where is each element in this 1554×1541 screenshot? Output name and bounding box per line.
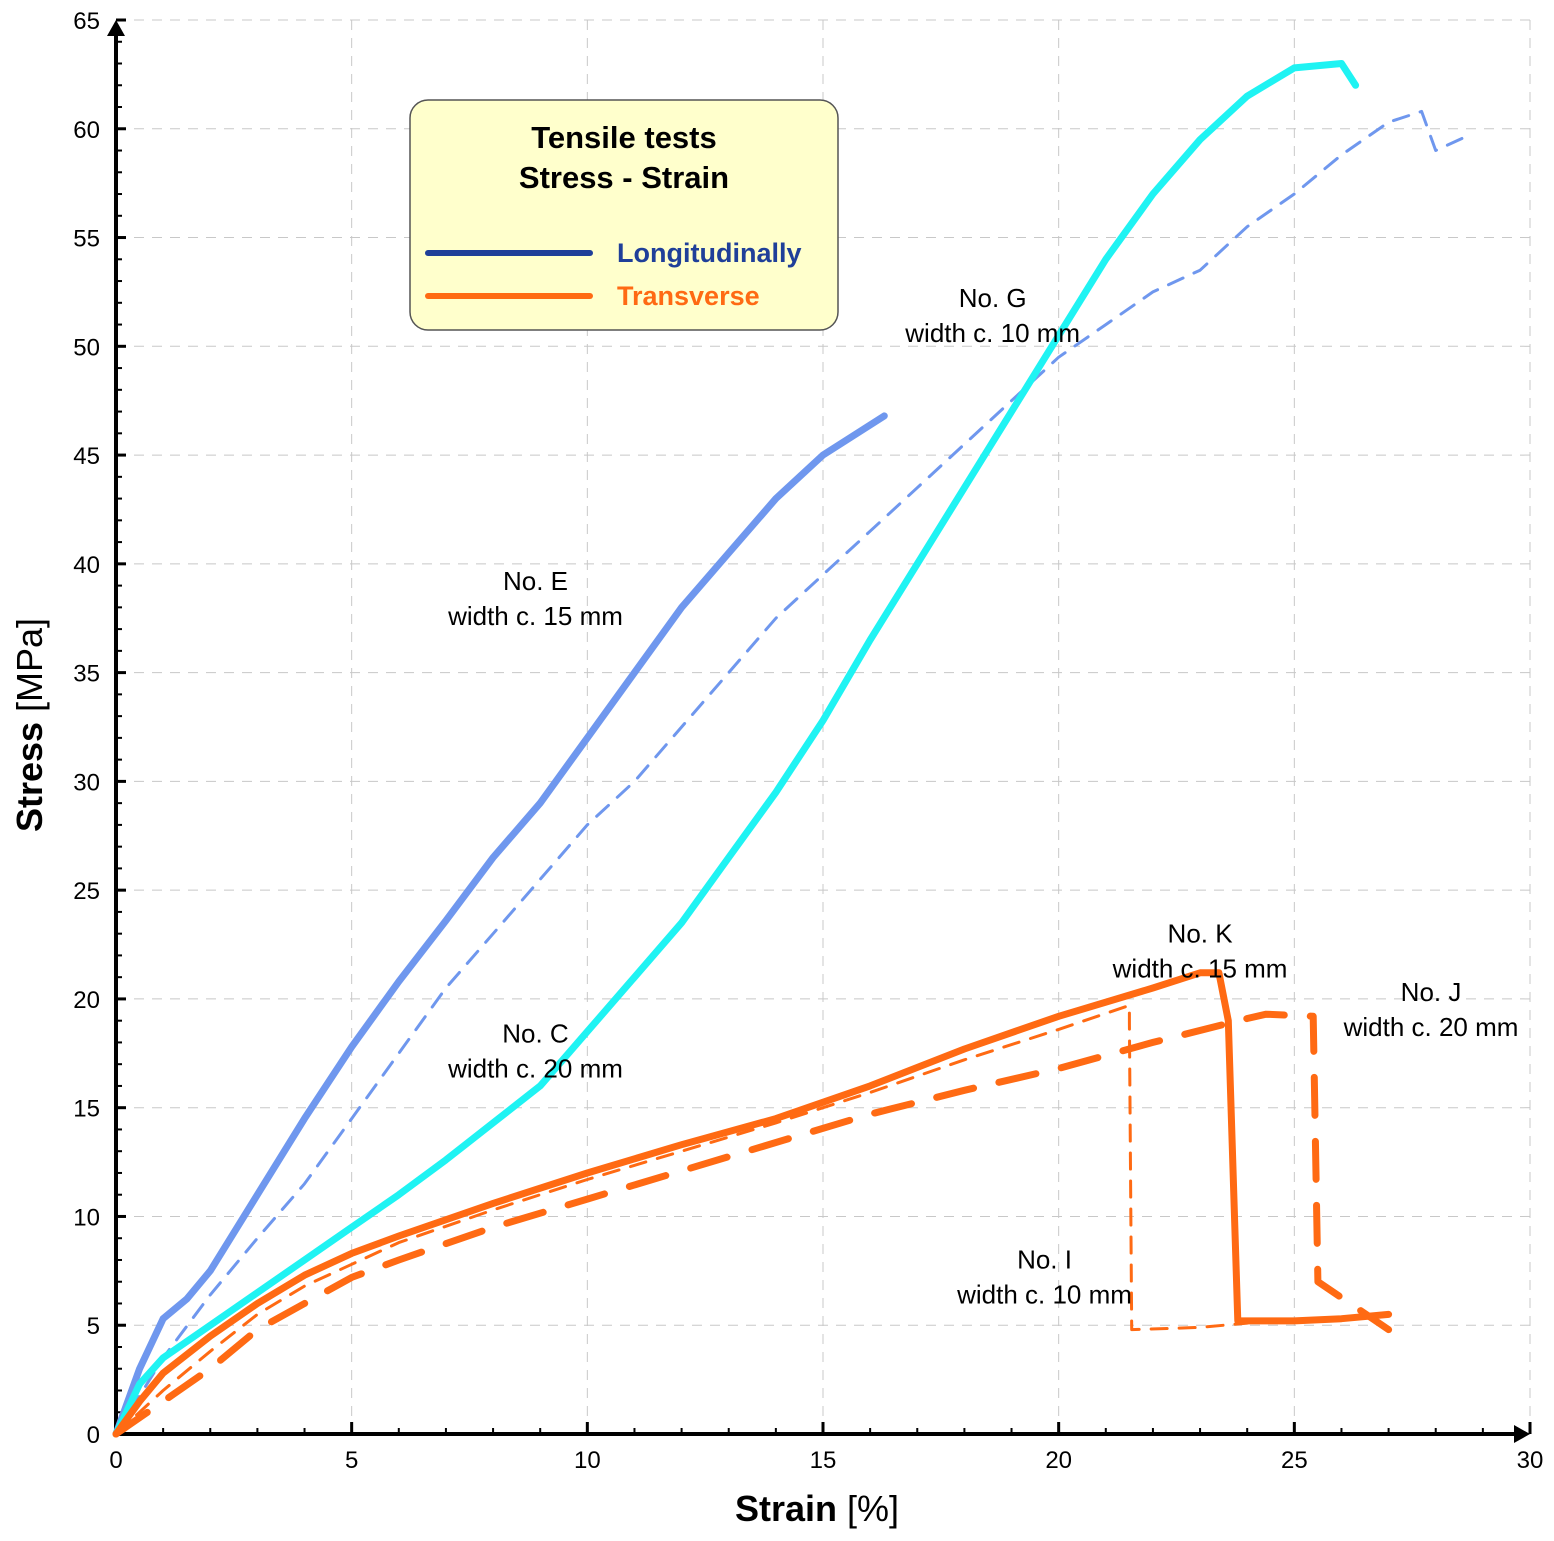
y-axis-title: Stress [MPa] — [9, 618, 50, 832]
y-tick-label: 10 — [73, 1204, 100, 1231]
x-tick-label: 10 — [574, 1447, 601, 1474]
annotations: No. E width c. 15 mm No. G width c. 10 mm No… — [447, 283, 1518, 1310]
annotation-g-line-1: No. G — [959, 283, 1027, 313]
y-tick-label: 20 — [73, 987, 100, 1014]
y-tick-label: 15 — [73, 1096, 100, 1123]
annotation-j-line-2: width c. 20 mm — [1343, 1012, 1519, 1042]
y-tick-label: 50 — [73, 334, 100, 361]
tick-labels: 0 5 10 15 20 25 30 0 5 10 15 20 25 30 35 40 45 50 55 60 65 — [73, 8, 1543, 1474]
y-tick-label: 30 — [73, 769, 100, 796]
annotation-k-line-1: No. K — [1168, 918, 1234, 948]
annotation-e-line-2: width c. 15 mm — [447, 601, 623, 631]
annotation-c-line-1: No. C — [502, 1018, 568, 1048]
y-tick-label: 45 — [73, 443, 100, 470]
series-line-no-e — [112, 412, 888, 1438]
y-axis-title-unit: [MPa] — [9, 618, 50, 712]
y-tick-label: 5 — [87, 1313, 100, 1340]
series-line-no-c — [112, 60, 1360, 1438]
legend-label-transverse: Transverse — [617, 281, 760, 311]
annotation-k-line-2: width c. 15 mm — [1112, 953, 1288, 983]
x-axis-title-main: Strain — [735, 1488, 837, 1529]
annotation-e-line-1: No. E — [503, 566, 568, 596]
y-tick-label: 0 — [87, 1422, 100, 1449]
x-tick-label: 25 — [1281, 1447, 1308, 1474]
annotation-i-line-2: width c. 10 mm — [956, 1280, 1132, 1310]
legend-title-line-2: Stress - Strain — [519, 160, 729, 195]
y-tick-label: 55 — [73, 226, 100, 253]
annotation-j-line-1: No. J — [1401, 977, 1462, 1007]
x-tick-label: 15 — [810, 1447, 837, 1474]
axes — [107, 18, 1532, 1443]
annotation-i-line-1: No. I — [1017, 1245, 1072, 1275]
x-tick-label: 5 — [345, 1447, 358, 1474]
x-tick-label: 30 — [1517, 1447, 1544, 1474]
y-tick-label: 25 — [73, 878, 100, 905]
y-tick-label: 60 — [73, 117, 100, 144]
y-tick-label: 65 — [73, 8, 100, 35]
y-tick-label: 40 — [73, 552, 100, 579]
y-axis-title-main: Stress — [9, 722, 50, 832]
series-line-no-j — [112, 1010, 1393, 1438]
y-tick-label: 35 — [73, 661, 100, 688]
x-axis-title: Strain [%] — [735, 1488, 899, 1529]
x-axis-title-unit: [%] — [847, 1488, 899, 1529]
legend-label-longitudinally: Longitudinally — [617, 238, 801, 268]
x-tick-label: 0 — [109, 1447, 122, 1474]
series-line-no-k — [112, 969, 1393, 1438]
x-tick-label: 20 — [1045, 1447, 1072, 1474]
x-axis-arrow — [1514, 1425, 1530, 1443]
legend-box — [409, 99, 839, 331]
series-line-no-i — [114, 1003, 1249, 1436]
series-group — [112, 60, 1466, 1438]
y-axis-arrow — [107, 20, 125, 36]
legend: Tensile tests Stress - Strain Longitudin… — [409, 99, 839, 331]
annotation-c-line-2: width c. 20 mm — [447, 1053, 623, 1083]
annotation-g-line-2: width c. 10 mm — [904, 318, 1080, 348]
legend-title-line-1: Tensile tests — [531, 120, 717, 155]
series-line-no-g — [114, 109, 1466, 1436]
